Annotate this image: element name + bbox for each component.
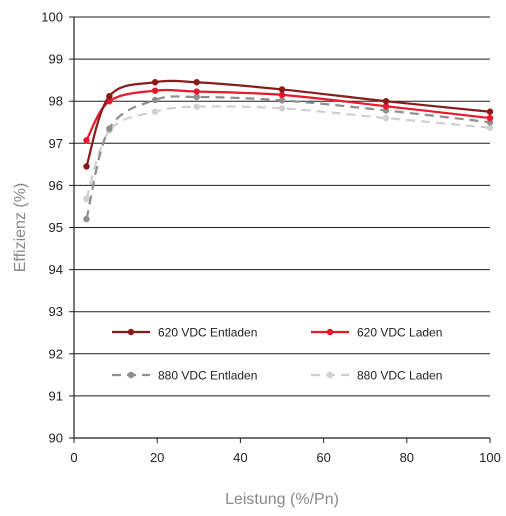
data-point-880-vdc-entladen-29.5: [193, 93, 200, 101]
data-point-620-vdc-laden-50: [278, 91, 286, 99]
series-620-vdc-laden: [83, 87, 494, 144]
legend-marker-880-vdc-laden: [326, 371, 334, 379]
legend-marker-620-vdc-entladen: [127, 328, 135, 336]
legend-label-620-vdc-laden: 620 VDC Laden: [357, 326, 442, 340]
x-tick-label-80: 80: [400, 450, 414, 465]
data-point-880-vdc-laden-19.5: [151, 108, 159, 115]
data-point-880-vdc-laden-75: [382, 114, 390, 122]
y-tick-labels: 90 91 92 93 94 95 96 97 98 99 100: [41, 10, 63, 446]
data-point-620-vdc-laden-75: [382, 103, 390, 110]
y-tick-label-98: 98: [49, 94, 63, 109]
data-point-620-vdc-laden-100: [486, 114, 494, 122]
legend: 620 VDC Entladen 620 VDC Laden 880 VDC Ent…: [112, 326, 442, 383]
data-point-620-vdc-laden-19.5: [151, 87, 159, 94]
x-tick-label-20: 20: [150, 450, 164, 465]
data-point-620-vdc-entladen-8.5: [106, 92, 113, 100]
data-point-620-vdc-entladen-19.5: [151, 79, 159, 86]
data-point-880-vdc-laden-100: [486, 124, 494, 131]
series-line-620-vdc-entladen: [85, 79, 491, 167]
x-tick-label-40: 40: [233, 450, 247, 465]
series-line-880-vdc-laden: [85, 105, 491, 200]
data-point-620-vdc-entladen-29.5: [193, 79, 200, 86]
x-tick-label-0: 0: [70, 450, 77, 465]
axes: [69, 16, 491, 443]
y-tick-label-99: 99: [49, 52, 63, 67]
x-tick-label-60: 60: [316, 450, 330, 465]
y-tick-label-90: 90: [49, 431, 63, 446]
data-point-620-vdc-entladen-100: [486, 108, 494, 115]
data-point-880-vdc-entladen-19.5: [151, 96, 159, 104]
gridlines: [74, 16, 490, 397]
x-axis-title: Leistung (%/Pn): [225, 491, 339, 508]
legend-label-620-vdc-entladen: 620 VDC Entladen: [158, 326, 257, 340]
y-axis-title: Effizienz (%): [12, 183, 29, 273]
y-tick-label-92: 92: [49, 346, 63, 361]
data-point-620-vdc-laden-3: [83, 137, 90, 144]
data-point-620-vdc-entladen-75: [382, 98, 390, 105]
series-880-vdc-entladen: [83, 93, 494, 223]
x-tick-label-100: 100: [479, 450, 501, 465]
y-tick-label-100: 100: [41, 10, 63, 25]
legend-item-620-vdc-laden: 620 VDC Laden: [311, 326, 442, 340]
data-point-880-vdc-entladen-3: [83, 215, 90, 223]
y-tick-label-96: 96: [49, 178, 63, 193]
legend-item-880-vdc-laden: 880 VDC Laden: [311, 369, 442, 383]
data-point-880-vdc-laden-50: [278, 105, 286, 112]
legend-item-880-vdc-entladen: 880 VDC Entladen: [112, 369, 257, 383]
legend-marker-880-vdc-entladen: [127, 371, 135, 379]
series-620-vdc-entladen: [83, 79, 494, 170]
legend-label-880-vdc-laden: 880 VDC Laden: [357, 369, 442, 383]
data-point-880-vdc-entladen-50: [278, 97, 286, 104]
y-tick-label-94: 94: [49, 262, 63, 277]
series-line-880-vdc-entladen: [85, 95, 491, 220]
data-point-880-vdc-entladen-8.5: [106, 125, 113, 132]
series-880-vdc-laden: [83, 103, 494, 203]
legend-marker-620-vdc-laden: [326, 328, 334, 336]
y-tick-label-91: 91: [49, 388, 63, 403]
legend-item-620-vdc-entladen: 620 VDC Entladen: [112, 326, 257, 340]
legend-label-880-vdc-entladen: 880 VDC Entladen: [158, 369, 257, 383]
y-tick-label-93: 93: [49, 304, 63, 319]
data-point-880-vdc-laden-3: [83, 195, 90, 203]
data-point-620-vdc-entladen-3: [83, 163, 90, 170]
data-point-620-vdc-laden-29.5: [193, 88, 200, 95]
data-point-880-vdc-laden-29.5: [193, 103, 200, 110]
x-tick-labels: 0 20 40 60 80 100: [70, 450, 500, 465]
y-tick-label-97: 97: [49, 136, 63, 151]
series-lines: [83, 79, 494, 223]
y-tick-label-95: 95: [49, 220, 63, 235]
data-point-620-vdc-entladen-50: [278, 86, 286, 93]
